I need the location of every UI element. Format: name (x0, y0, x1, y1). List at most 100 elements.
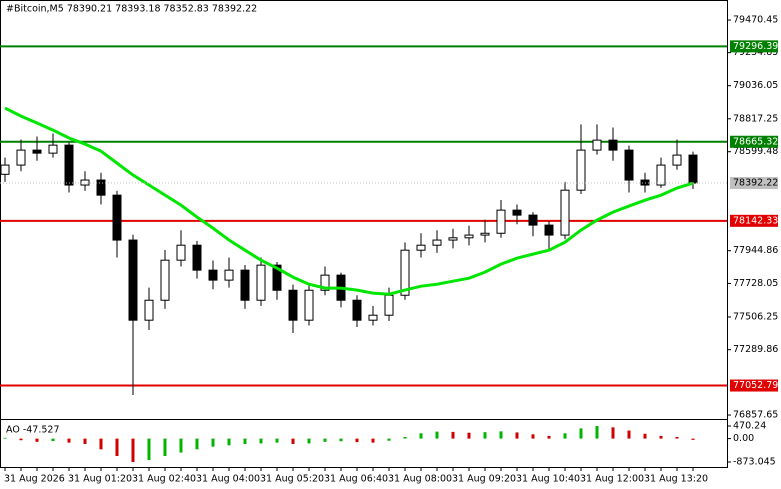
ao-bar (387, 438, 391, 441)
candle-body (48, 144, 58, 154)
candle-body (624, 149, 634, 181)
ao-bar (547, 435, 551, 439)
chart-title: #Bitcoin,M5 78390.21 78393.18 78352.83 7… (6, 4, 257, 15)
candle-body (288, 289, 298, 321)
x-tick-label: 31 Aug 08:00 (388, 474, 452, 485)
ao-bar (691, 438, 695, 440)
candle-body (656, 164, 666, 186)
ao-bar (451, 431, 455, 439)
ao-bar (227, 438, 231, 446)
y-tick-label: 470.24 (733, 421, 766, 432)
candle-body (672, 154, 682, 166)
ao-bar (3, 437, 7, 439)
candle-body (576, 149, 586, 191)
ao-bar (355, 438, 359, 443)
ao-bar (131, 438, 135, 462)
level-label: 78665.32 (733, 136, 778, 147)
y-tick-label: 79470.45 (733, 15, 778, 26)
candle-body (560, 189, 570, 236)
candle-body (320, 274, 330, 291)
y-tick-label: 76857.65 (733, 410, 778, 421)
x-tick-label: 31 Aug 10:40 (516, 474, 580, 485)
ao-bar (163, 438, 167, 457)
y-tick-label: 79254.85 (733, 47, 778, 58)
ao-bar (675, 436, 679, 439)
candle-body (0, 164, 10, 175)
y-tick-label: 0.00 (733, 433, 754, 444)
candle-body (608, 139, 618, 151)
ao-bar (19, 438, 23, 441)
last-price-tag (730, 177, 778, 190)
candle-body (272, 264, 282, 291)
candle-body (224, 269, 234, 281)
ao-title: AO -47.527 (6, 425, 60, 436)
level-label: 78142.33 (733, 215, 778, 226)
candle-body (304, 289, 314, 321)
ao-bar (195, 438, 199, 450)
ao-bar (243, 438, 247, 444)
y-tick-label: 77289.86 (733, 344, 778, 355)
ao-bar (419, 433, 423, 439)
ao-bar (83, 438, 87, 444)
ao-bar (403, 436, 407, 439)
ao-bar (307, 438, 311, 444)
candle-body (512, 209, 522, 216)
ao-bar (595, 426, 599, 439)
ao-bar (579, 428, 583, 439)
ao-bar (435, 431, 439, 439)
y-tick-label: 78817.25 (733, 113, 778, 124)
candle-body (256, 264, 266, 301)
plot-frame (0, 0, 728, 468)
candle-body (384, 294, 394, 316)
level-label: 77052.79 (733, 380, 778, 391)
ao-bar (371, 438, 375, 443)
candle-body (544, 224, 554, 236)
x-tick-label: 31 Aug 02:40 (132, 474, 196, 485)
candle-body (432, 239, 442, 246)
ao-bar (611, 427, 615, 439)
ao-bar (99, 438, 103, 450)
ao-bar (115, 438, 119, 457)
level-label: 79296.39 (733, 41, 778, 52)
candle-body (480, 232, 490, 236)
x-tick-label: 31 Aug 05:20 (260, 474, 324, 485)
candle-body (400, 249, 410, 296)
ao-bar (483, 432, 487, 439)
x-tick-label: 31 Aug 01:20 (68, 474, 132, 485)
ao-bar (323, 438, 327, 442)
level-tag (730, 135, 778, 148)
candle-body (160, 259, 170, 301)
last-price-label: 78392.22 (733, 178, 778, 189)
y-tick-label: 77944.86 (733, 245, 778, 256)
candle-body (128, 239, 138, 321)
ao-bar (515, 432, 519, 439)
y-tick-label: -873.045 (733, 457, 776, 468)
level-tag (730, 379, 778, 392)
y-tick-label: 79036.05 (733, 80, 778, 91)
x-tick-label: 31 Aug 09:20 (452, 474, 516, 485)
ao-bar (291, 438, 295, 444)
ao-bar (51, 438, 55, 442)
candle-body (176, 244, 186, 261)
candle-body (192, 244, 202, 271)
y-tick-label: 77728.05 (733, 278, 778, 289)
candle-body (352, 299, 362, 321)
ao-bar (275, 438, 279, 443)
candle-body (496, 209, 506, 234)
y-tick-label: 77506.25 (733, 311, 778, 322)
candle-body (208, 269, 218, 281)
candle-body (96, 179, 106, 196)
candle-body (416, 244, 426, 251)
level-tag (730, 40, 778, 53)
ao-bar (259, 438, 263, 444)
x-tick-label: 31 Aug 13:20 (644, 474, 708, 485)
ao-bar (147, 438, 151, 461)
candle-body (528, 214, 538, 226)
level-tag (730, 214, 778, 227)
candle-body (448, 237, 458, 241)
ao-bar (467, 432, 471, 439)
candle-body (592, 139, 602, 151)
candle-body (464, 234, 474, 239)
x-tick-label: 31 Aug 12:00 (580, 474, 644, 485)
ao-bar (531, 434, 535, 439)
